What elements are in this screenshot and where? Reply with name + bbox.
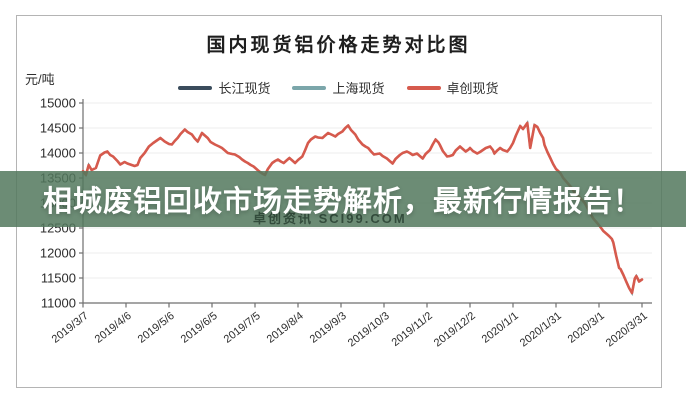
legend-item-zhuochuang: 卓创现货 — [406, 78, 499, 97]
svg-text:12000: 12000 — [40, 246, 76, 261]
svg-text:2020/3/31: 2020/3/31 — [604, 310, 650, 350]
svg-text:2019/4/6: 2019/4/6 — [93, 310, 134, 346]
svg-text:11500: 11500 — [41, 271, 76, 286]
svg-text:2019/5/6: 2019/5/6 — [136, 310, 177, 346]
legend-line-swatch-changjiang — [178, 85, 213, 90]
legend-label-changjiang: 长江现货 — [218, 81, 271, 96]
chart-title: 国内现货铝价格走势对比图 — [206, 34, 471, 56]
svg-text:2019/7/5: 2019/7/5 — [222, 310, 263, 346]
svg-text:2019/8/4: 2019/8/4 — [265, 310, 306, 346]
svg-text:2019/3/7: 2019/3/7 — [50, 310, 91, 346]
y-axis-unit-label: 元/吨 — [25, 72, 55, 87]
legend-line-swatch-zhuochuang — [406, 85, 441, 90]
svg-text:2020/1/1: 2020/1/1 — [480, 310, 521, 346]
svg-text:2019/12/2: 2019/12/2 — [432, 310, 478, 350]
svg-text:2019/10/3: 2019/10/3 — [346, 310, 392, 350]
legend-item-changjiang: 长江现货 — [178, 78, 270, 97]
svg-text:2020/1/31: 2020/1/31 — [518, 310, 564, 350]
svg-text:2020/3/1: 2020/3/1 — [566, 310, 607, 346]
svg-text:11000: 11000 — [41, 296, 76, 311]
svg-text:14000: 14000 — [40, 146, 76, 161]
headline-text: 相城废铝回收市场走势解析，最新行情报告！ — [42, 186, 643, 218]
watermark-text: 卓创资讯 SCI99.COM — [253, 211, 407, 226]
svg-text:2019/6/5: 2019/6/5 — [179, 310, 220, 346]
svg-text:2019/11/2: 2019/11/2 — [390, 310, 435, 349]
legend-item-shanghai: 上海现货 — [292, 78, 385, 97]
legend: 长江现货 上海现货 卓创现货 — [16, 78, 661, 97]
legend-label-shanghai: 上海现货 — [332, 81, 385, 96]
svg-text:14500: 14500 — [40, 121, 76, 136]
headline-banner: 卓创资讯 SCI99.COM 相城废铝回收市场走势解析，最新行情报告！ — [0, 171, 686, 227]
legend-label-zhuochuang: 卓创现货 — [446, 81, 499, 96]
svg-text:15000: 15000 — [40, 96, 76, 111]
svg-text:2019/9/3: 2019/9/3 — [308, 310, 349, 346]
legend-line-swatch-shanghai — [292, 85, 327, 90]
